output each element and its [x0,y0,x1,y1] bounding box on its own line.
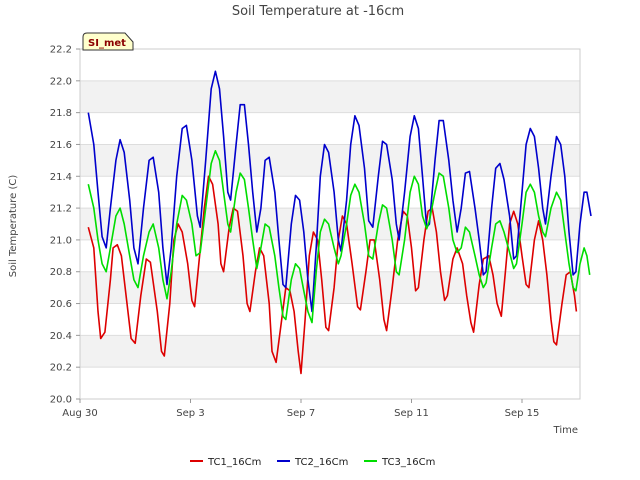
y-tick-label: 22.2 [50,45,72,56]
chart-title: Soil Temperature at -16cm [232,4,404,19]
x-tick-label: Aug 30 [62,408,97,419]
plot-area [80,49,580,399]
y-axis: 20.0 20.2 20.4 20.6 20.8 21.0 21.2 21.4 21.6 21.8… [50,45,80,406]
y-tick-label: 20.2 [50,363,72,374]
x-tick-label: Sep 3 [176,408,204,419]
x-tick-label: Sep 7 [287,408,315,419]
x-axis-label: Time [553,425,578,436]
plot-band [80,112,580,145]
x-axis: Aug 30 Sep 3 Sep 7 Sep 11 Sep 15 [62,399,539,419]
series-line-tc3-16cm [87,150,591,324]
legend-label: TC1_16Cm [207,457,261,468]
legend: TC1_16Cm TC2_16Cm TC3_16Cm [190,457,435,468]
station-badge: SI_met [82,32,134,51]
y-tick-label: 20.0 [50,395,72,406]
plot-band [80,239,580,272]
legend-label: TC2_16Cm [294,457,348,468]
plot-band [80,49,580,81]
y-tick-label: 21.6 [50,140,72,151]
series-line-tc2-16cm [87,70,592,313]
plot-band [80,80,580,113]
x-tick-label: Sep 11 [394,408,429,419]
badge-label: SI_met [88,38,126,49]
plot-band [80,367,580,399]
y-tick-label: 21.4 [50,172,72,183]
plot-band [80,335,580,368]
y-tick-label: 20.6 [50,299,72,310]
plot-band [80,176,580,209]
y-tick-label: 21.8 [50,108,72,119]
series-lines [87,70,592,375]
y-tick-label: 20.4 [50,331,72,342]
y-tick-label: 22.0 [50,76,72,87]
y-axis-label: Soil Temperature (C) [8,175,19,278]
badge-box [82,32,134,51]
y-tick-label: 21.2 [50,204,72,215]
x-tick-label: Sep 15 [505,408,540,419]
series-line-tc1-16cm [87,175,578,375]
y-tick-label: 21.0 [50,235,72,246]
legend-label: TC3_16Cm [381,457,435,468]
y-tick-label: 20.8 [50,267,72,278]
